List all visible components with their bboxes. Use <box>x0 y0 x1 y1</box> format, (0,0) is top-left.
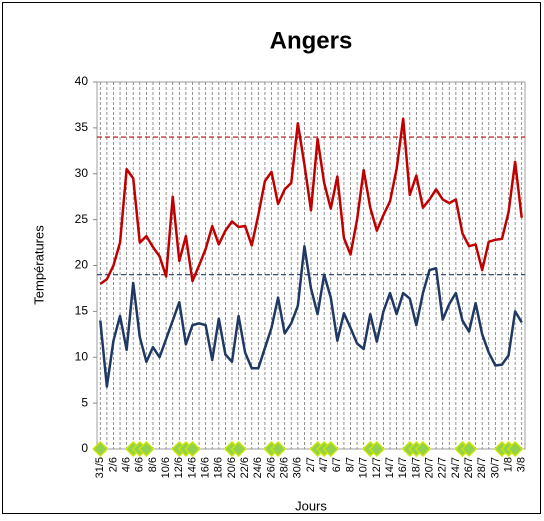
x-tick-label: 30/6 <box>292 457 304 478</box>
chart-title: Angers <box>270 27 353 54</box>
x-tick-label: 20/7 <box>423 457 435 478</box>
diamond-marker <box>460 440 478 458</box>
x-tick-label: 28/7 <box>476 457 488 478</box>
y-axis-title: Températures <box>31 225 46 305</box>
y-tick-label: 20 <box>75 258 89 272</box>
x-tick-label: 20/6 <box>226 457 238 478</box>
x-tick-label: 16/6 <box>200 457 212 478</box>
series-line <box>99 117 523 285</box>
x-tick-label: 26/6 <box>265 457 277 478</box>
x-tick-label: 22/6 <box>239 457 251 478</box>
x-tick-label: 22/7 <box>437 457 449 478</box>
diamond-marker <box>138 440 155 458</box>
y-tick-label: 40 <box>75 74 89 88</box>
diamond-marker <box>368 440 385 458</box>
x-tick-label: 2/6 <box>107 457 119 472</box>
x-tick-label: 16/7 <box>397 457 409 478</box>
x-tick-label: 4/6 <box>121 457 133 472</box>
x-tick-label: 10/7 <box>358 457 370 478</box>
x-tick-label: 31/5 <box>94 457 106 478</box>
x-axis-title: Jours <box>295 498 327 513</box>
y-tick-label: 0 <box>81 441 88 455</box>
x-tick-label: 6/6 <box>134 457 146 472</box>
series-line <box>99 244 523 388</box>
x-tick-label: 1/8 <box>502 457 514 472</box>
x-tick-label: 12/6 <box>173 457 185 478</box>
diamond-marker <box>270 440 287 458</box>
x-tick-label: 28/6 <box>279 457 291 478</box>
x-tick-label: 24/6 <box>252 457 264 478</box>
x-tick-label: 10/6 <box>160 457 172 478</box>
x-tick-label: 14/7 <box>384 457 396 478</box>
x-tick-label: 24/7 <box>450 457 462 478</box>
x-tick-label: 2/7 <box>305 457 317 472</box>
y-tick-label: 15 <box>75 304 89 318</box>
x-tick-label: 18/7 <box>410 457 422 478</box>
diamond-marker <box>230 440 247 458</box>
y-tick-label: 30 <box>75 166 89 180</box>
x-tick-label: 12/7 <box>371 457 383 478</box>
x-tick-label: 4/7 <box>318 457 330 472</box>
x-tick-label: 3/8 <box>516 457 528 472</box>
x-tick-label: 6/7 <box>331 457 343 472</box>
diamond-marker <box>92 440 109 458</box>
diamond-marker <box>322 440 339 458</box>
x-tick-label: 8/7 <box>344 457 356 472</box>
x-tick-label: 8/6 <box>147 457 159 472</box>
y-tick-label: 25 <box>75 212 89 226</box>
x-tick-label: 26/7 <box>463 457 475 478</box>
x-tick-label: 18/6 <box>213 457 225 478</box>
diamond-marker <box>507 440 524 458</box>
x-tick-label: 30/7 <box>489 457 501 478</box>
y-tick-label: 35 <box>75 120 89 134</box>
y-tick-label: 5 <box>81 395 88 409</box>
x-tick-label: 14/6 <box>186 457 198 478</box>
diamond-marker <box>414 440 431 458</box>
diamond-marker <box>184 440 201 458</box>
y-tick-label: 10 <box>75 349 89 363</box>
